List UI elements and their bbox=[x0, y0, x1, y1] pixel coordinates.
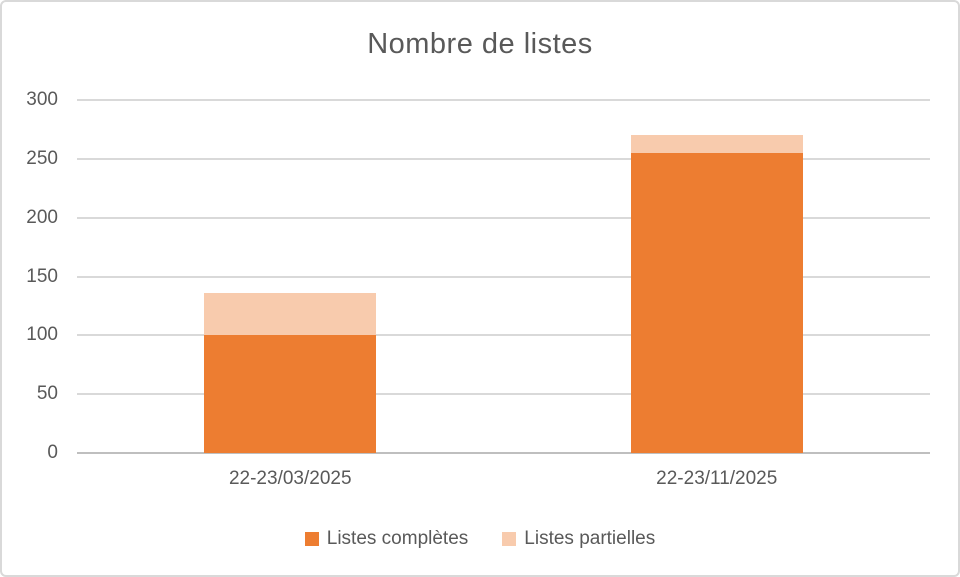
y-tick-label: 100 bbox=[26, 324, 58, 346]
gridline bbox=[77, 393, 930, 396]
x-tick-label: 22-23/11/2025 bbox=[656, 468, 778, 489]
plot-area bbox=[77, 99, 930, 454]
y-tick-label: 150 bbox=[26, 265, 58, 287]
x-axis-labels: 22-23/03/2025 22-23/11/2025 bbox=[77, 468, 930, 496]
bar-segment bbox=[204, 335, 377, 453]
x-tick-label: 22-23/03/2025 bbox=[228, 468, 352, 489]
legend-item: Listes complètes bbox=[304, 528, 469, 550]
gridline bbox=[77, 157, 930, 160]
y-axis: 0 50 100 150 200 250 300 bbox=[14, 89, 58, 463]
gridline bbox=[77, 99, 930, 101]
y-tick-label: 50 bbox=[36, 383, 58, 405]
bar-segment bbox=[630, 135, 803, 153]
x-axis-line bbox=[77, 452, 930, 454]
legend-label: Listes complètes bbox=[326, 528, 469, 549]
y-tick-label: 0 bbox=[47, 442, 58, 463]
y-tick-label: 250 bbox=[26, 147, 58, 169]
gridline bbox=[77, 275, 930, 278]
legend-item: Listes partielles bbox=[502, 528, 655, 550]
y-tick-label: 300 bbox=[26, 89, 58, 110]
gridline bbox=[77, 216, 930, 219]
legend: Listes complètes Listes partielles bbox=[2, 528, 958, 550]
legend-label: Listes partielles bbox=[524, 528, 656, 549]
bar-segment bbox=[630, 152, 803, 453]
chart-title: Nombre de listes bbox=[367, 28, 593, 60]
gridline bbox=[77, 334, 930, 337]
legend-swatch-icon bbox=[304, 532, 319, 546]
y-tick-label: 200 bbox=[26, 206, 58, 228]
legend-swatch-icon bbox=[502, 532, 517, 546]
bar-segment bbox=[204, 292, 377, 336]
